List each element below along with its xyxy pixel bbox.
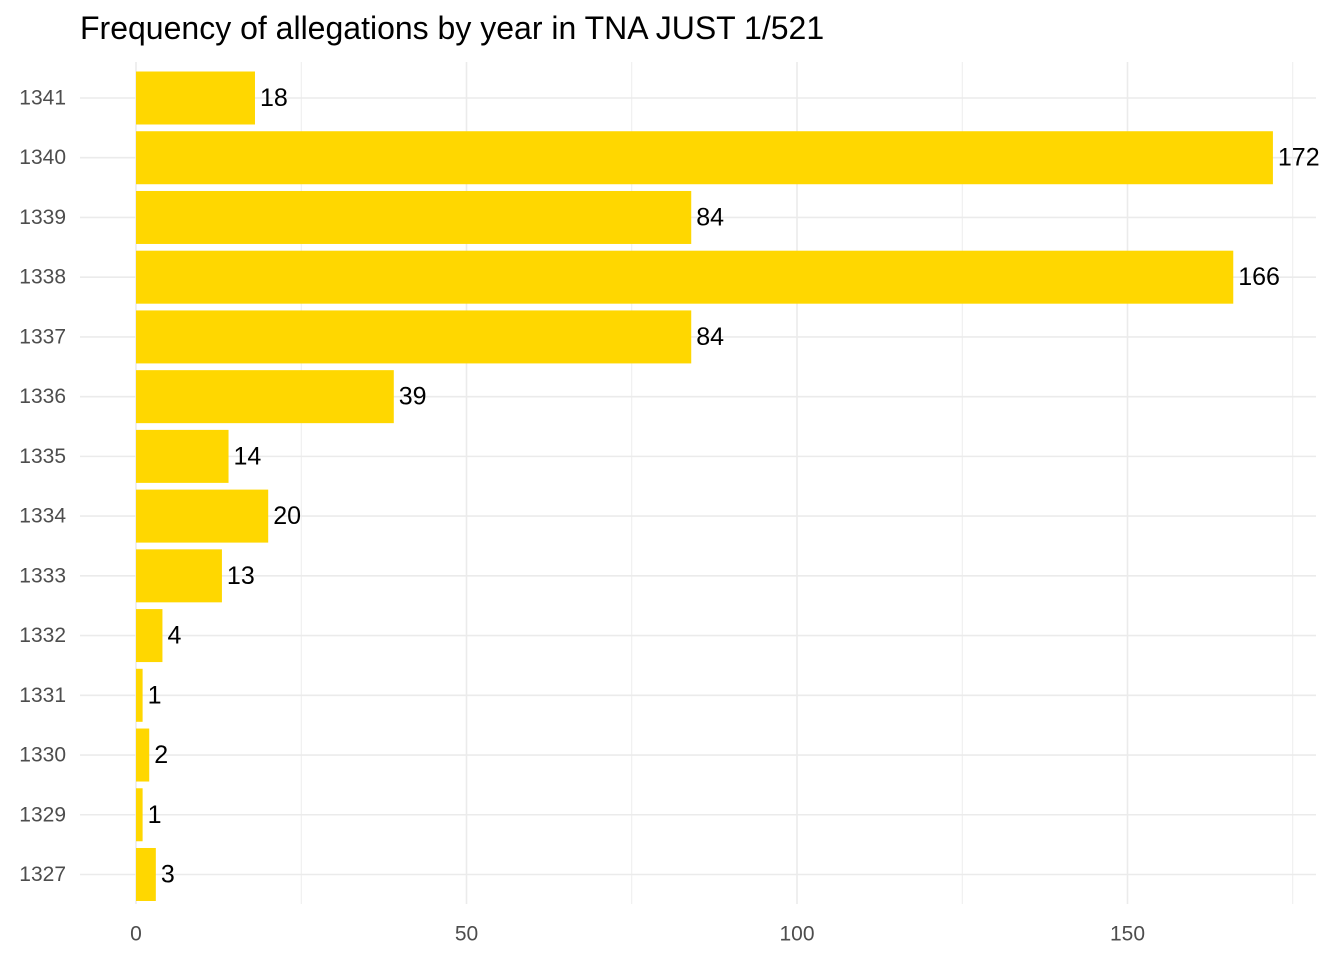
- bar-1340: [136, 131, 1273, 185]
- data-label-1331: 1: [148, 681, 162, 709]
- data-label-1340: 172: [1278, 144, 1320, 172]
- y-tick-label: 1327: [19, 863, 66, 886]
- bar-1329: [136, 788, 143, 842]
- y-tick-label: 1329: [19, 803, 66, 826]
- y-tick-label: 1335: [19, 445, 66, 468]
- bar-1339: [136, 190, 692, 244]
- data-label-1339: 84: [696, 203, 724, 231]
- y-axis-ticks: 1341 1340 1339 1338 1337 1336 1335 1334 1333 1332…: [19, 87, 66, 886]
- bars: [136, 71, 1273, 901]
- bar-1331: [136, 668, 143, 722]
- bar-1330: [136, 728, 150, 782]
- bar-1327: [136, 847, 156, 901]
- data-label-1341: 18: [260, 84, 288, 112]
- y-tick-label: 1339: [19, 206, 66, 229]
- bar-1338: [136, 250, 1234, 304]
- bar-1332: [136, 609, 163, 663]
- data-label-1330: 2: [154, 741, 168, 769]
- y-tick-label: 1333: [19, 564, 66, 587]
- y-tick-label: 1336: [19, 385, 66, 408]
- bar-1333: [136, 549, 222, 603]
- data-label-1329: 1: [148, 801, 162, 829]
- data-label-1333: 13: [227, 562, 255, 590]
- x-tick-label: 100: [779, 923, 814, 946]
- data-label-1336: 39: [399, 383, 427, 411]
- y-tick-label: 1337: [19, 325, 66, 348]
- data-label-1334: 20: [273, 502, 301, 530]
- y-tick-label: 1330: [19, 744, 66, 767]
- y-tick-label: 1338: [19, 266, 66, 289]
- data-label-1338: 166: [1238, 263, 1280, 291]
- y-tick-label: 1332: [19, 624, 66, 647]
- y-tick-label: 1334: [19, 505, 66, 528]
- x-tick-label: 50: [455, 923, 478, 946]
- data-label-1332: 4: [167, 622, 181, 650]
- bar-1337: [136, 310, 692, 364]
- data-label-1337: 84: [696, 323, 724, 351]
- grid-lines: [80, 62, 1316, 904]
- bar-1334: [136, 489, 269, 543]
- bar-1336: [136, 370, 394, 424]
- bar-1335: [136, 429, 229, 483]
- data-label-1327: 3: [161, 860, 175, 888]
- y-tick-label: 1341: [19, 87, 66, 110]
- x-tick-label: 150: [1110, 923, 1145, 946]
- x-axis-ticks: 0 50 100 150: [130, 923, 1145, 946]
- data-label-1335: 14: [234, 442, 262, 470]
- x-tick-label: 0: [130, 923, 142, 946]
- bar-1341: [136, 71, 255, 125]
- y-tick-label: 1340: [19, 146, 66, 169]
- y-tick-label: 1331: [19, 684, 66, 707]
- chart-title: Frequency of allegations by year in TNA …: [80, 10, 825, 46]
